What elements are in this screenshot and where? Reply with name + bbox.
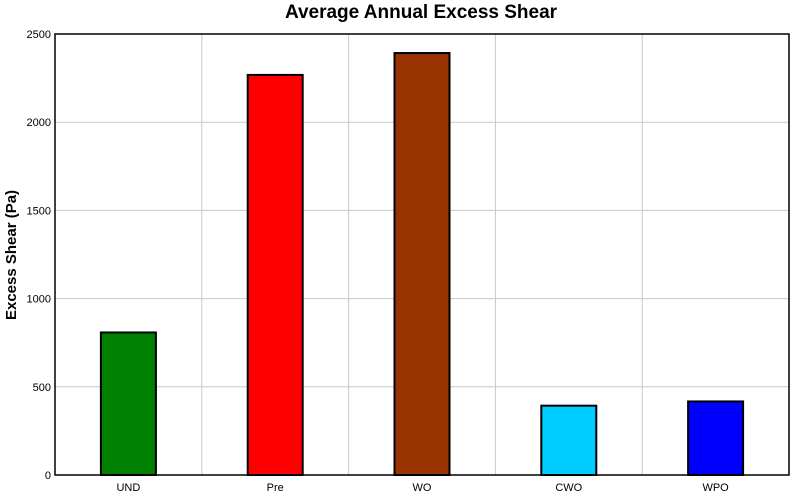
y-tick-label: 500 bbox=[33, 382, 51, 394]
bar-wpo bbox=[687, 400, 745, 476]
bar-und bbox=[99, 331, 157, 477]
plot-frame bbox=[54, 33, 790, 476]
bar-pre bbox=[246, 73, 304, 476]
bars bbox=[99, 52, 745, 477]
x-tick-labels: UND Pre WO CWO WPO bbox=[116, 482, 729, 494]
x-tick-label: CWO bbox=[555, 482, 582, 494]
y-tick-label: 1000 bbox=[27, 294, 51, 306]
y-tick-label: 1500 bbox=[27, 205, 51, 217]
bar-cwo bbox=[540, 404, 598, 477]
bar-wo bbox=[393, 52, 451, 476]
y-axis-label: Excess Shear (Pa) bbox=[3, 190, 20, 320]
x-tick-label: WO bbox=[413, 482, 432, 494]
y-tick-labels: 0 500 1000 1500 2000 2500 bbox=[27, 29, 51, 482]
y-tick-label: 0 bbox=[45, 470, 51, 482]
chart-title: Average Annual Excess Shear bbox=[285, 2, 558, 23]
y-tick-label: 2000 bbox=[27, 117, 51, 129]
x-tick-label: UND bbox=[116, 482, 140, 494]
x-tick-label: WPO bbox=[702, 482, 729, 494]
x-tick-label: Pre bbox=[267, 482, 284, 494]
y-tick-label: 2500 bbox=[27, 29, 51, 41]
